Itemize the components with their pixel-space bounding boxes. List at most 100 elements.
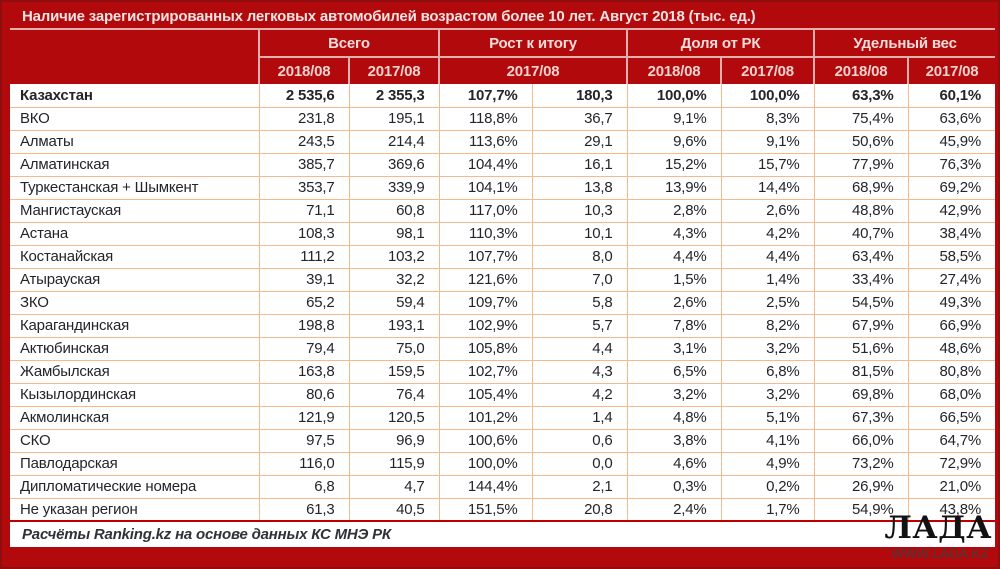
- value-cell: 109,7%: [438, 290, 533, 314]
- value-cell: 4,4: [531, 336, 628, 360]
- subheader-growth-2017: 2017/08: [438, 57, 628, 84]
- region-cell: ЗКО: [10, 290, 259, 314]
- lada-logo-watermark: ЛАДА: [884, 510, 992, 546]
- value-cell: 59,4: [348, 290, 440, 314]
- table-row: Павлодарская 116,0 115,9 100,0% 0,0 4,6% 4,9% 7…: [10, 451, 996, 475]
- value-cell: 2,6%: [720, 198, 815, 222]
- value-cell: 3,8%: [626, 428, 722, 452]
- value-cell: 159,5: [348, 359, 440, 383]
- value-cell: 8,2%: [720, 313, 815, 337]
- table-row: Мангистауская 71,1 60,8 117,0% 10,3 2,8% 2,6% 4…: [10, 198, 996, 222]
- value-cell: 2 535,6: [258, 84, 349, 107]
- value-cell: 80,8%: [907, 359, 996, 383]
- value-cell: 80,6: [258, 382, 349, 406]
- value-cell: 243,5: [258, 129, 349, 153]
- value-cell: 2,1: [531, 474, 628, 498]
- value-cell: 0,6: [531, 428, 628, 452]
- value-cell: 81,5%: [813, 359, 909, 383]
- value-cell: 48,6%: [907, 336, 996, 360]
- region-cell: Атырауская: [10, 267, 259, 291]
- table-row: ЗКО 65,2 59,4 109,7% 5,8 2,6% 2,5% 54,5% 49,3%: [10, 290, 996, 314]
- value-cell: 339,9: [348, 175, 440, 199]
- subheader-total-2018: 2018/08: [258, 57, 349, 84]
- table-row: Астана 108,3 98,1 110,3% 10,1 4,3% 4,2% 40,7% 38…: [10, 221, 996, 245]
- value-cell: 102,9%: [438, 313, 533, 337]
- value-cell: 50,6%: [813, 129, 909, 153]
- table-row: Кызылординская 80,6 76,4 105,4% 4,2 3,2% 3,2% 6…: [10, 382, 996, 406]
- source-credit: Расчёты Ranking.kz на основе данных КС М…: [10, 520, 996, 547]
- value-cell: 75,0: [348, 336, 440, 360]
- table-footer: Расчёты Ranking.kz на основе данных КС М…: [10, 520, 996, 547]
- value-cell: 77,9%: [813, 152, 909, 176]
- value-cell: 4,2%: [720, 221, 815, 245]
- value-cell: 14,4%: [720, 175, 815, 199]
- value-cell: 108,3: [258, 221, 349, 245]
- value-cell: 2 355,3: [348, 84, 440, 107]
- region-cell: Туркестанская + Шымкент: [10, 175, 259, 199]
- table-row: Туркестанская + Шымкент 353,7 339,9 104,1% 1…: [10, 175, 996, 199]
- value-cell: 5,7: [531, 313, 628, 337]
- value-cell: 180,3: [531, 84, 628, 107]
- value-cell: 32,2: [348, 267, 440, 291]
- value-cell: 4,8%: [626, 405, 722, 429]
- value-cell: 45,9%: [907, 129, 996, 153]
- table-row: СКО 97,5 96,9 100,6% 0,6 3,8% 4,1% 66,0% 64,7%: [10, 428, 996, 452]
- value-cell: 1,5%: [626, 267, 722, 291]
- table-row: Костанайская 111,2 103,2 107,7% 8,0 4,4% 4,4% 6…: [10, 244, 996, 268]
- region-cell: Не указан регион: [10, 497, 259, 521]
- value-cell: 2,4%: [626, 497, 722, 521]
- value-cell: 4,9%: [720, 451, 815, 475]
- value-cell: 2,5%: [720, 290, 815, 314]
- value-cell: 3,2%: [720, 382, 815, 406]
- value-cell: 1,7%: [720, 497, 815, 521]
- value-cell: 98,1: [348, 221, 440, 245]
- subheader-weight-2017: 2017/08: [907, 57, 996, 84]
- value-cell: 115,9: [348, 451, 440, 475]
- value-cell: 105,8%: [438, 336, 533, 360]
- value-cell: 65,2: [258, 290, 349, 314]
- value-cell: 104,4%: [438, 152, 533, 176]
- table-row: ВКО 231,8 195,1 118,8% 36,7 9,1% 8,3% 75,4% 63,6…: [10, 106, 996, 130]
- region-cell: ВКО: [10, 106, 259, 130]
- value-cell: 63,3%: [813, 84, 909, 107]
- value-cell: 66,9%: [907, 313, 996, 337]
- value-cell: 10,3: [531, 198, 628, 222]
- value-cell: 20,8: [531, 497, 628, 521]
- value-cell: 66,0%: [813, 428, 909, 452]
- value-cell: 5,8: [531, 290, 628, 314]
- region-cell: Кызылординская: [10, 382, 259, 406]
- value-cell: 60,8: [348, 198, 440, 222]
- region-cell: СКО: [10, 428, 259, 452]
- region-cell: Алматинская: [10, 152, 259, 176]
- value-cell: 107,7%: [438, 244, 533, 268]
- value-cell: 69,8%: [813, 382, 909, 406]
- value-cell: 195,1: [348, 106, 440, 130]
- value-cell: 0,2%: [720, 474, 815, 498]
- value-cell: 48,8%: [813, 198, 909, 222]
- header-group-row: Всего Рост к итогу Доля от РК Удельный в…: [10, 30, 996, 58]
- table-row: Алматинская 385,7 369,6 104,4% 16,1 15,2% 15,7…: [10, 152, 996, 176]
- value-cell: 103,2: [348, 244, 440, 268]
- value-cell: 96,9: [348, 428, 440, 452]
- value-cell: 66,5%: [907, 405, 996, 429]
- value-cell: 113,6%: [438, 129, 533, 153]
- value-cell: 231,8: [258, 106, 349, 130]
- value-cell: 9,1%: [720, 129, 815, 153]
- value-cell: 71,1: [258, 198, 349, 222]
- value-cell: 26,9%: [813, 474, 909, 498]
- value-cell: 29,1: [531, 129, 628, 153]
- subheader-share-2018: 2018/08: [626, 57, 722, 84]
- header-sub-row: 2018/08 2017/08 2017/08 2018/08 2017/08 …: [10, 57, 996, 84]
- value-cell: 8,3%: [720, 106, 815, 130]
- value-cell: 2,8%: [626, 198, 722, 222]
- value-cell: 1,4: [531, 405, 628, 429]
- value-cell: 3,2%: [720, 336, 815, 360]
- value-cell: 385,7: [258, 152, 349, 176]
- value-cell: 16,1: [531, 152, 628, 176]
- value-cell: 68,0%: [907, 382, 996, 406]
- subheader-share-2017: 2017/08: [720, 57, 815, 84]
- value-cell: 6,8: [258, 474, 349, 498]
- value-cell: 100,0%: [626, 84, 722, 107]
- table-row: Акмолинская 121,9 120,5 101,2% 1,4 4,8% 5,1% 67…: [10, 405, 996, 429]
